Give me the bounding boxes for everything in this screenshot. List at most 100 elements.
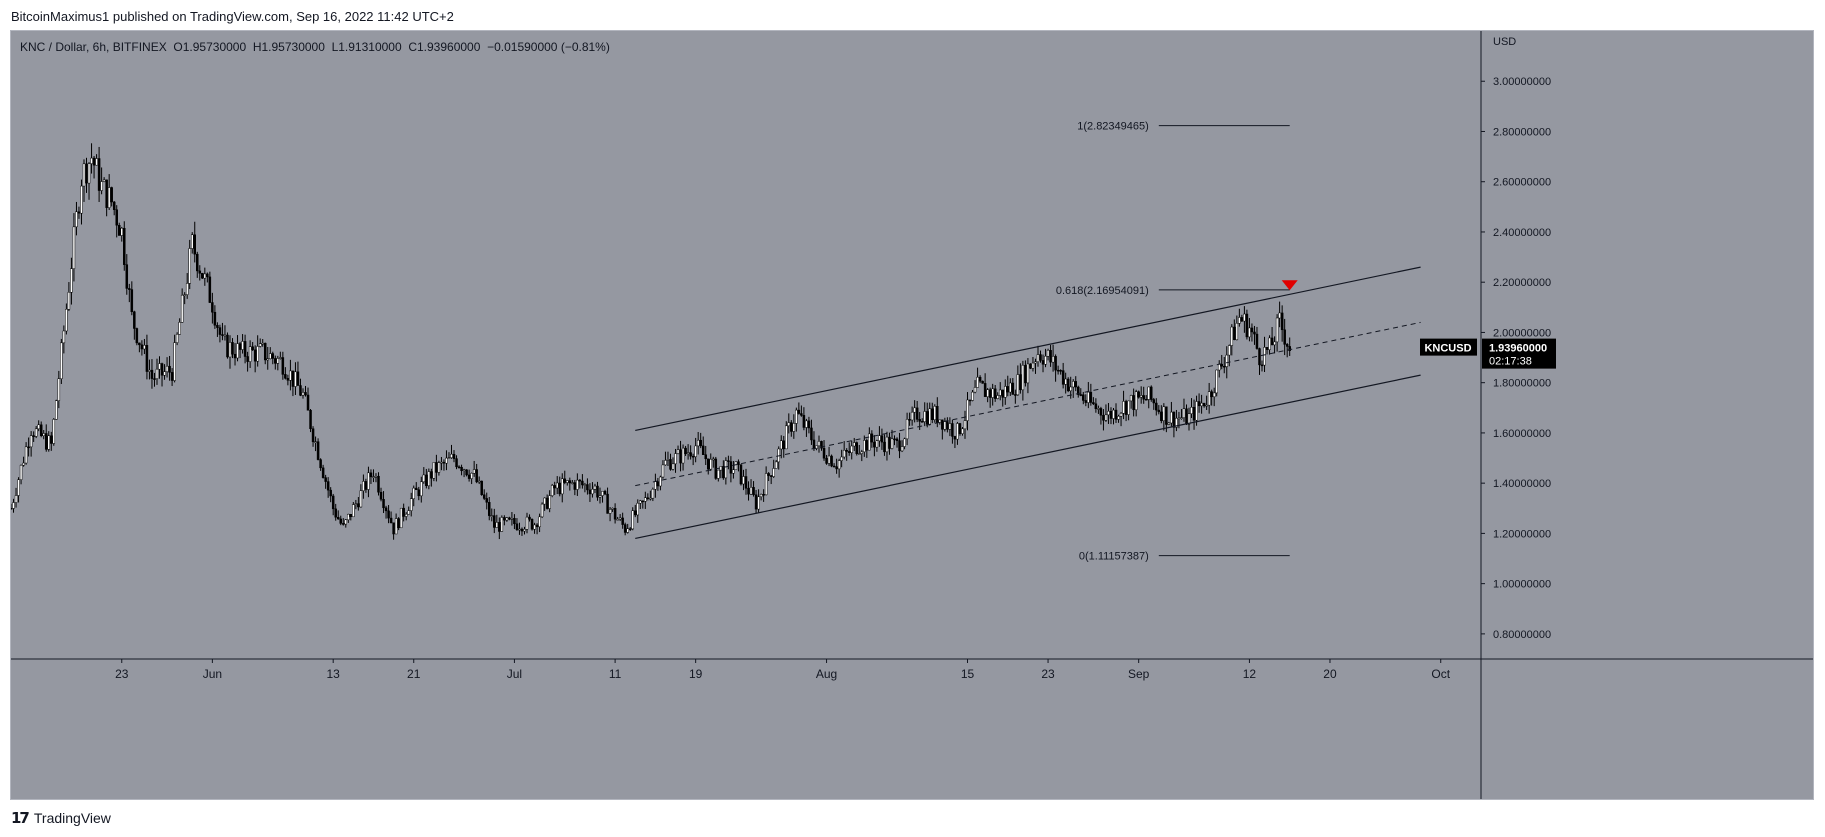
candle-body [420,481,423,497]
candle-body [1102,414,1105,421]
candle-body [573,482,577,490]
candle-body [779,440,783,450]
candle-body [163,371,166,376]
candle-body [349,514,353,518]
candle-body [1109,410,1113,419]
y-tick-label: 2.00000000 [1493,327,1551,339]
candle-body [555,482,559,489]
candle-body [248,346,252,362]
channel-upper-line [635,266,1421,431]
candle-body [153,378,156,380]
candle-body [860,451,864,454]
candle-body [752,487,755,496]
candle-body [1175,418,1178,428]
candle-body [837,460,841,470]
candle-body [508,517,511,520]
time-axis-panel [11,659,1813,799]
candle-body [1207,391,1211,406]
candle-body [961,428,964,434]
footer-logo[interactable]: 17 TradingView [11,808,111,828]
candle-body [1167,422,1171,425]
candle-body [256,346,259,362]
candle-body [983,383,987,397]
candle-body [291,370,295,387]
candle-body [485,498,488,503]
candle-body [1084,400,1088,403]
x-tick-label: 19 [689,667,703,681]
candle-body [691,455,695,458]
candle-body [1233,326,1236,341]
candle-body [699,439,702,447]
candle-body [261,342,264,345]
candle-body [1147,386,1150,400]
candle-body [316,441,320,460]
y-tick-label: 1.60000000 [1493,428,1551,440]
candle-body [1210,391,1213,398]
candle-body [467,474,471,479]
chart-area[interactable]: USD 3.00000000 2.80000000 2.60000000 2.40000… [10,30,1814,800]
low-label: L [331,40,339,54]
close-value: 1.93960000 [417,40,481,54]
candle-body [918,419,921,422]
change-value: −0.01590000 (−0.81%) [487,40,610,54]
candle-body [684,447,687,455]
candle-body [1155,402,1158,411]
candle-body [213,311,217,326]
candle-body [1202,402,1206,407]
candle-body [623,524,627,533]
candle-body [1019,374,1022,391]
price-chart[interactable]: USD 3.00000000 2.80000000 2.60000000 2.40000… [11,31,1813,799]
candle-body [583,484,587,486]
candle-body [1064,378,1067,385]
candle-body [920,421,924,423]
candle-body [938,419,942,423]
candle-body [455,458,458,468]
candle-body [822,447,826,459]
candle-body [701,445,705,455]
open-value: 1.95730000 [182,40,247,54]
candle-body [253,349,257,362]
candle-body [835,466,838,470]
candle-body [1152,399,1156,404]
candle-body [953,436,957,440]
candle-body [842,449,846,458]
candle-body [233,353,237,359]
candle-body [1192,407,1196,421]
candle-body [890,438,894,449]
candle-body [1180,417,1183,419]
candle-body [626,528,629,533]
candle-body [14,495,18,503]
candle-body [457,466,461,469]
candle-body [704,454,707,460]
candle-body [661,464,665,478]
candle-body [135,328,139,344]
candle-body [34,428,38,437]
candle-body [558,482,561,495]
candle-body [923,411,926,422]
candle-body [407,510,410,515]
candle-body [1041,360,1045,365]
candle-body [133,311,136,329]
x-tick-label: 23 [1041,667,1055,681]
candle-body [216,325,219,328]
candle-body [694,445,697,457]
candle-body [1235,323,1239,341]
candle-body [566,480,569,483]
candle-body [415,487,418,490]
x-tick-label: 13 [327,667,341,681]
candle-body [898,440,901,452]
candle-body [936,406,939,423]
y-tick-label: 0.80000000 [1493,629,1551,641]
candle-body [636,502,640,516]
candle-body [422,474,426,483]
candle-body [868,433,871,451]
candle-body [613,507,617,520]
candle-body [621,517,624,525]
candle-body [314,441,317,443]
candle-body [885,436,889,453]
candle-body [1061,370,1065,385]
candle-body [628,528,632,530]
candle-body [968,399,972,402]
candle-body [649,497,652,500]
candle-body [1051,356,1055,363]
